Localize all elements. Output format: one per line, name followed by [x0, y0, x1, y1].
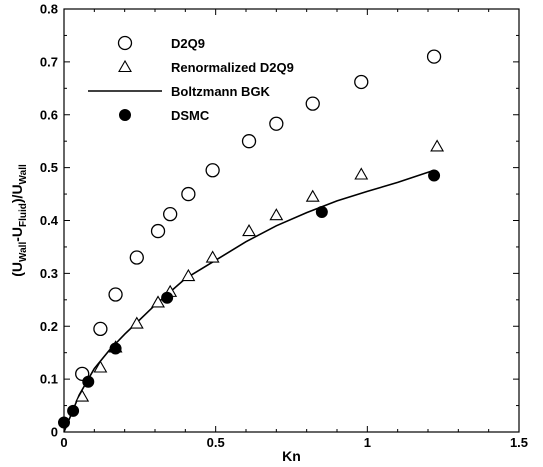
- data-point-d2q9: [241, 134, 257, 149]
- y-tick-labels: 0 0.1 0.2 0.3 0.4 0.5 0.6 0.7 0.8: [40, 2, 59, 440]
- y-tick-label: 0.5: [40, 160, 58, 175]
- data-points-layer: [58, 49, 445, 429]
- data-point-dsmc: [315, 206, 328, 219]
- y-tick-label: 0.3: [40, 266, 58, 281]
- y-tick-label: 0.7: [40, 54, 58, 69]
- data-point-dsmc: [428, 169, 441, 182]
- y-tick-label: 0.2: [40, 319, 58, 334]
- y-axis-title-part: )/U: [9, 184, 25, 203]
- y-axis-title-part: (U: [9, 262, 25, 277]
- data-point-d2q9: [269, 116, 284, 131]
- y-axis-title-subscript: Fluid: [18, 203, 29, 227]
- x-tick-labels: 0 0.5 1 1.5: [60, 435, 528, 450]
- data-point-renormalized-d2q9: [354, 167, 369, 180]
- plot-frame: [63, 8, 520, 433]
- y-axis-title-subscript: Wall: [18, 164, 29, 184]
- data-point-d2q9: [426, 49, 442, 64]
- data-point-d2q9: [108, 287, 123, 302]
- data-point-renormalized-d2q9: [430, 139, 445, 152]
- data-point-renormalized-d2q9: [305, 189, 320, 202]
- data-point-dsmc: [67, 404, 80, 417]
- legend: D2Q9 Renormalized D2Q9 Boltzmann BGK DSMC: [88, 35, 294, 123]
- y-axis-title-subscript: Wall: [18, 242, 29, 262]
- y-tick-label: 0.8: [40, 2, 58, 17]
- data-point-renormalized-d2q9: [93, 360, 108, 373]
- data-point-renormalized-d2q9: [269, 208, 284, 221]
- y-axis-title-part: -U: [9, 227, 25, 242]
- x-axis-title: Kn: [282, 448, 301, 464]
- x-tick-label: 0.5: [207, 435, 225, 450]
- data-point-renormalized-d2q9: [75, 389, 90, 402]
- series-line-boltzmann-bgk: [63, 169, 435, 433]
- data-point-d2q9: [205, 163, 220, 178]
- legend-label-d2q9: D2Q9: [171, 36, 205, 51]
- legend-label-dsmc: DSMC: [171, 108, 210, 123]
- data-point-renormalized-d2q9: [205, 250, 220, 263]
- data-point-d2q9: [354, 74, 369, 90]
- legend-label-renormalized-d2q9: Renormalized D2Q9: [171, 60, 294, 75]
- legend-swatch-renormalized-d2q9: [118, 59, 132, 73]
- x-tick-label: 1: [364, 435, 371, 450]
- y-tick-label: 0: [51, 425, 58, 440]
- data-point-dsmc: [161, 291, 174, 304]
- x-tick-label: 0: [60, 435, 67, 450]
- y-tick-label: 0.4: [40, 213, 59, 228]
- legend-swatch-dsmc: [119, 109, 131, 121]
- bgk-curve-layer: [63, 169, 435, 433]
- data-point-d2q9: [150, 223, 166, 239]
- data-point-d2q9: [129, 250, 144, 265]
- y-tick-label: 0.6: [40, 107, 58, 122]
- data-point-dsmc: [82, 375, 95, 388]
- legend-label-boltzmann-bgk: Boltzmann BGK: [171, 84, 271, 99]
- data-point-dsmc: [109, 342, 122, 355]
- y-tick-label: 0.1: [40, 372, 58, 387]
- data-point-renormalized-d2q9: [151, 295, 165, 308]
- data-point-renormalized-d2q9: [242, 223, 256, 237]
- data-point-renormalized-d2q9: [181, 268, 196, 282]
- data-point-d2q9: [163, 207, 178, 222]
- legend-swatch-d2q9: [117, 35, 133, 51]
- data-point-renormalized-d2q9: [129, 316, 144, 329]
- x-tick-label: 1.5: [510, 435, 528, 450]
- data-point-d2q9: [93, 321, 108, 337]
- y-axis-title: (UWall-UFluid)/UWall: [9, 164, 29, 277]
- data-point-d2q9: [305, 96, 320, 111]
- data-point-d2q9: [181, 186, 196, 202]
